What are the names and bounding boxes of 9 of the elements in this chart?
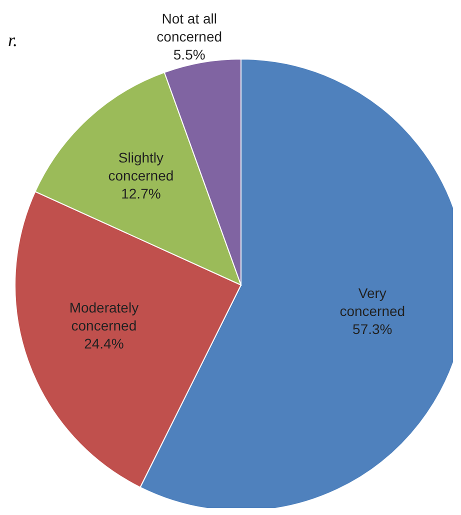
data-label: 57.3% xyxy=(352,320,392,337)
slice-label: Very concerned xyxy=(340,284,406,319)
data-label: 5.5% xyxy=(173,46,206,63)
text: r. xyxy=(8,30,18,51)
slice-label: Not at all concerned xyxy=(156,10,222,45)
data-label: 12.7% xyxy=(121,186,161,202)
data-label: 24.4% xyxy=(84,336,124,352)
slice-label: Slightly concerned xyxy=(108,150,174,184)
slice-label: Moderately concerned xyxy=(69,300,139,334)
